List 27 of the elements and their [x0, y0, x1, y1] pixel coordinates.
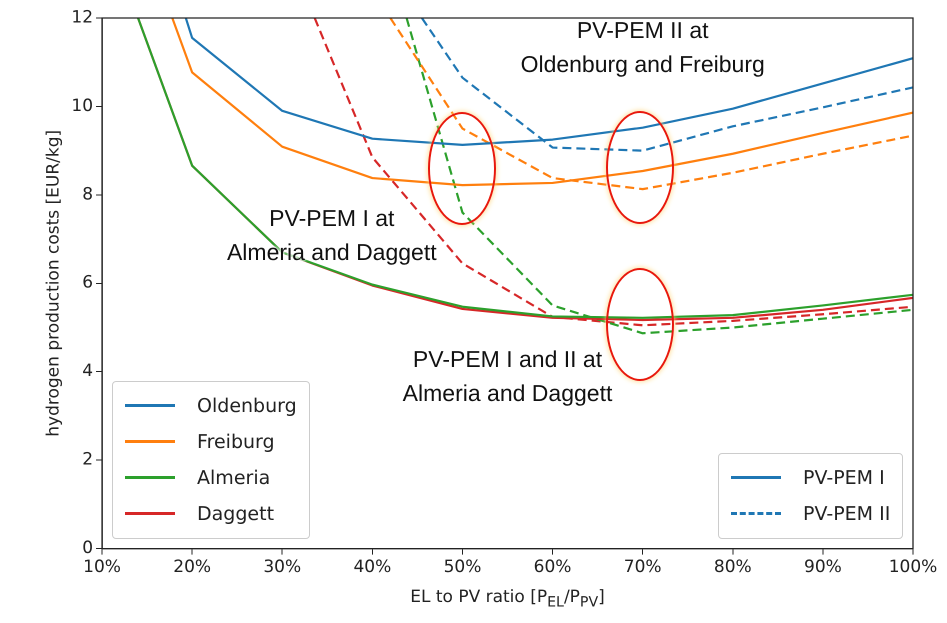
annotation: PV-PEM II at Oldenburg and Freiburg	[520, 16, 765, 79]
legend-label: Almeria	[197, 466, 270, 489]
y-tick-label: 8	[82, 184, 94, 204]
x-tick-label: 20%	[173, 557, 212, 578]
x-tick-label: 100%	[888, 557, 938, 578]
x-tick-label: 60%	[534, 557, 572, 578]
y-tick-label: 4	[82, 361, 94, 382]
y-axis-title: hydrogen production costs [EUR/kg]	[44, 130, 64, 437]
y-tick-label: 10	[71, 96, 94, 116]
x-axis-title: EL to PV ratio [P$_{EL}$/P$_{PV}$]	[410, 586, 605, 610]
x-tick-label: 80%	[714, 557, 752, 578]
x-tick-label: 70%	[624, 557, 662, 578]
annotation: PV-PEM I and II at Almeria and Daggett	[402, 345, 612, 408]
legend-label: Daggett	[197, 502, 274, 525]
x-tick-label: 50%	[444, 557, 482, 578]
y-tick-label: 0	[82, 538, 94, 558]
x-tick-label: 90%	[804, 557, 842, 578]
y-tick-label: 12	[71, 7, 94, 28]
legend-label: Oldenburg	[197, 394, 297, 417]
x-tick-label: 10%	[83, 557, 121, 578]
x-tick-label: 30%	[263, 557, 302, 578]
annotation: PV-PEM II	[803, 502, 890, 525]
annotation: PV-PEM I	[803, 466, 885, 489]
y-tick-label: 2	[82, 450, 94, 470]
y-tick-label: 6	[82, 272, 94, 293]
x-tick-label: 40%	[353, 557, 392, 578]
legend-label: Freiburg	[197, 430, 275, 453]
